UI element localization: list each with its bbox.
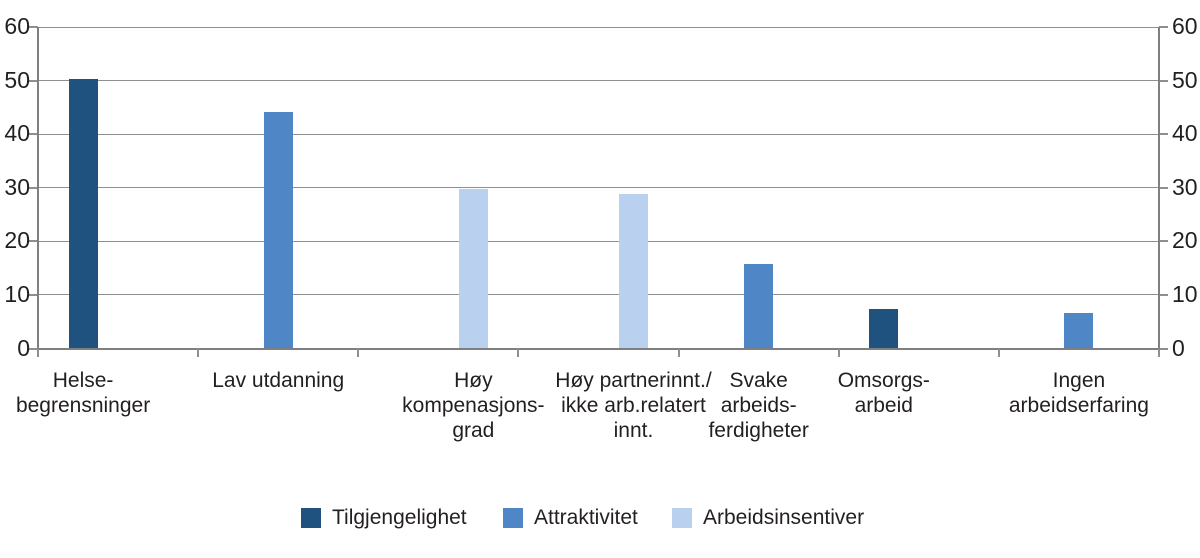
x-category-label: Ingen arbeidserfaring [1008,369,1149,417]
y-tick-label-right: 30 [1172,173,1198,200]
y-tick-right [1159,240,1168,243]
y-tick-left [29,240,38,243]
y-tick-label-left: 40 [4,120,30,147]
bar [869,308,899,349]
x-axis [38,347,1159,350]
legend-label: Arbeidsinsentiver [703,506,865,529]
y-tick-label-left: 10 [4,280,30,307]
legend-swatch [672,508,692,528]
bar [744,263,774,349]
bar [263,112,293,349]
y-tick-label-right: 60 [1172,13,1198,39]
y-tick-right [1159,347,1168,350]
y-axis-left [37,27,39,349]
legend-item: Tilgjengelighet [301,507,467,529]
y-tick-left [29,186,38,189]
gridline [38,240,1159,242]
legend-label: Tilgjengelighet [332,506,467,529]
x-tick [997,348,1000,357]
x-tick [677,348,680,357]
y-tick-label-left: 20 [4,227,30,254]
y-tick-right [1159,133,1168,136]
x-category-label: Helse-begrensninger [15,369,151,417]
bar [1064,312,1094,349]
legend-swatch [301,508,321,528]
bar [68,78,98,349]
x-category-label: Svake arbeids-ferdigheter [708,369,809,442]
legend-swatch [503,508,523,528]
x-category-label: Høy kompenasjons-grad [402,369,545,442]
y-tick-label-left: 0 [17,334,30,361]
y-tick-label-right: 0 [1172,334,1185,361]
y-tick-right [1159,293,1168,296]
x-tick [517,348,520,357]
y-tick-label-right: 20 [1172,227,1198,254]
y-tick-label-right: 50 [1172,66,1198,93]
x-tick [357,348,360,357]
gridline [38,26,1159,28]
legend-label: Attraktivitet [534,506,638,529]
y-tick-right [1159,186,1168,189]
y-tick-right [1159,26,1168,28]
y-tick-label-left: 30 [4,173,30,200]
y-axis-right [1158,27,1160,349]
bar [458,188,488,349]
x-tick [37,348,39,357]
y-tick-left [29,347,38,350]
gridline [38,80,1159,82]
x-tick [837,348,840,357]
legend-item: Arbeidsinsentiver [672,507,864,529]
y-tick-label-right: 40 [1172,120,1198,147]
bar [619,193,648,349]
x-tick [197,348,200,357]
gridline [38,133,1159,135]
gridline [38,187,1159,189]
x-category-label: Høy partnerinnt./ikke arb.relatert innt. [555,369,712,442]
y-tick-label-right: 10 [1172,280,1198,307]
y-tick-right [1159,79,1168,82]
x-category-label: Omsorgs-arbeid [837,369,930,417]
y-tick-label-left: 60 [4,13,30,39]
x-tick [1158,348,1160,357]
legend-item: Attraktivitet [503,507,638,529]
y-tick-left [29,79,38,82]
y-tick-left [29,26,38,28]
gridline [38,294,1159,296]
x-category-label: Lav utdanning [212,369,345,392]
y-tick-left [29,133,38,136]
y-tick-left [29,293,38,296]
y-tick-label-left: 50 [4,66,30,93]
